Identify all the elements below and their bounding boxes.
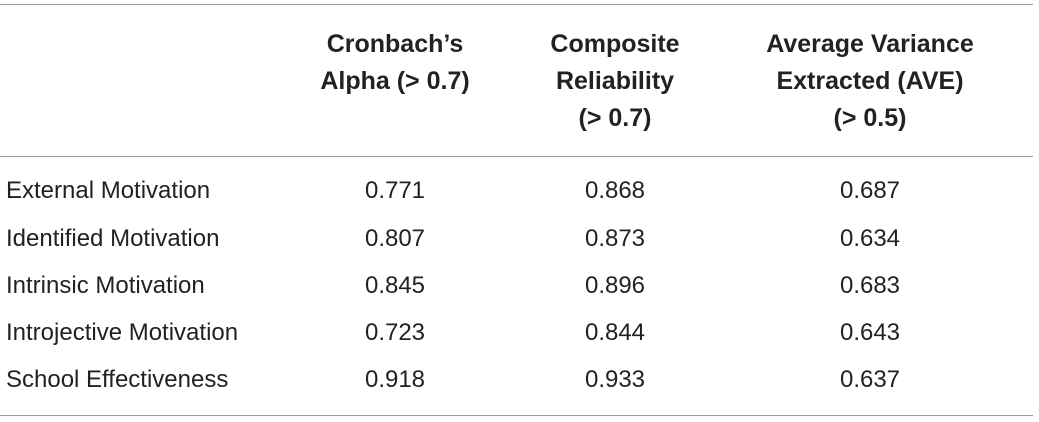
ave-cell: 0.687 (839, 177, 901, 204)
header-line: Reliability (555, 67, 675, 95)
header-line: Composite (550, 30, 680, 58)
header-composite-reliability: Composite Reliability (> 0.7) (515, 26, 715, 137)
table-row: Intrinsic Motivation 0.845 0.896 0.683 (0, 263, 1033, 309)
ave-cell: 0.637 (839, 366, 901, 393)
ave-cell: 0.643 (839, 319, 901, 346)
table-top-rule (0, 4, 1033, 5)
table-row: School Effectiveness 0.918 0.933 0.637 (0, 357, 1033, 403)
row-label: School Effectiveness (6, 366, 229, 393)
header-average-variance-extracted: Average Variance Extracted (AVE) (> 0.5) (740, 26, 1000, 137)
composite-reliability-cell: 0.933 (584, 366, 646, 393)
header-line: Cronbach’s (326, 30, 464, 58)
row-label: Introjective Motivation (6, 319, 239, 346)
header-line: (> 0.7) (578, 104, 652, 132)
row-label: Identified Motivation (6, 225, 220, 252)
alpha-cell: 0.771 (364, 177, 426, 204)
composite-reliability-cell: 0.868 (584, 177, 646, 204)
composite-reliability-cell: 0.896 (584, 272, 646, 299)
row-label: External Motivation (6, 177, 211, 204)
header-line: Average Variance (766, 30, 974, 58)
alpha-cell: 0.807 (364, 225, 426, 252)
table-bottom-rule (0, 415, 1033, 416)
table-row: Introjective Motivation 0.723 0.844 0.64… (0, 310, 1033, 356)
header-line: Extracted (AVE) (776, 67, 964, 95)
table-row: Identified Motivation 0.807 0.873 0.634 (0, 216, 1033, 262)
alpha-cell: 0.845 (364, 272, 426, 299)
header-cronbachs-alpha: Cronbach’s Alpha (> 0.7) (295, 26, 495, 100)
alpha-cell: 0.723 (364, 319, 426, 346)
composite-reliability-cell: 0.844 (584, 319, 646, 346)
table-row: External Motivation 0.771 0.868 0.687 (0, 168, 1033, 214)
row-label: Intrinsic Motivation (6, 272, 205, 299)
header-divider-rule (0, 156, 1033, 157)
alpha-cell: 0.918 (364, 366, 426, 393)
header-line: Alpha (> 0.7) (320, 67, 470, 95)
header-line: (> 0.5) (833, 104, 907, 132)
ave-cell: 0.683 (839, 272, 901, 299)
composite-reliability-cell: 0.873 (584, 225, 646, 252)
ave-cell: 0.634 (839, 225, 901, 252)
